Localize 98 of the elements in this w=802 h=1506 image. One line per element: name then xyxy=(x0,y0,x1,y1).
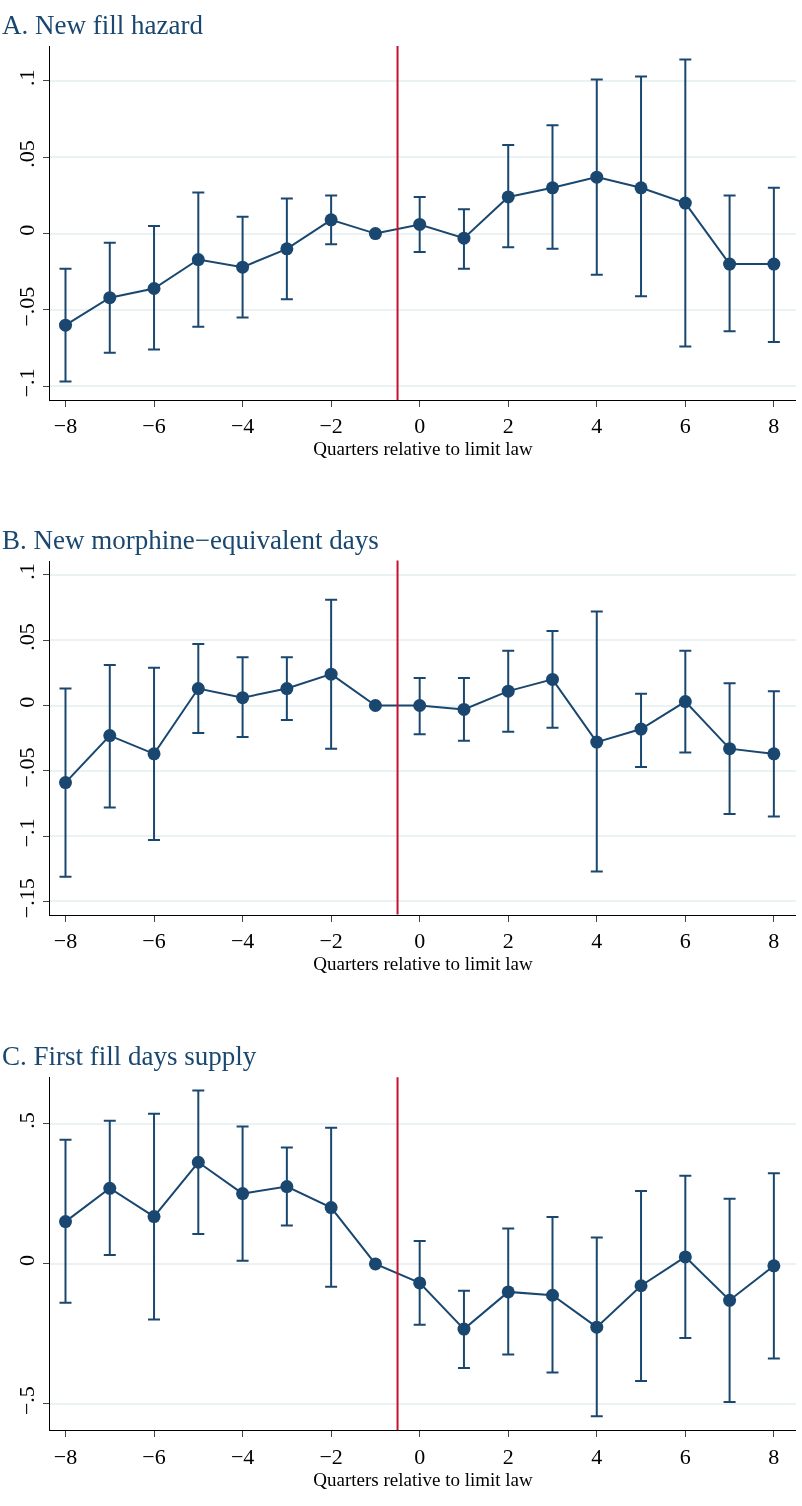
y-tick-label: .1 xyxy=(14,69,40,86)
point xyxy=(457,231,471,245)
y-tick-label: −.05 xyxy=(14,747,40,788)
point xyxy=(147,1210,161,1224)
point xyxy=(590,170,604,184)
x-tick-label: −8 xyxy=(53,1443,78,1469)
point xyxy=(546,672,559,686)
y-tick-label: −.5 xyxy=(14,1386,40,1416)
y-tick-label: .05 xyxy=(14,140,40,168)
point xyxy=(280,242,294,256)
x-axis-title: Quarters relative to limit law xyxy=(313,952,534,974)
chart-title: C. First fill days supply xyxy=(2,1041,257,1071)
point xyxy=(546,1288,559,1302)
y-tick-label: −.1 xyxy=(14,368,40,398)
point xyxy=(236,691,250,705)
x-tick-label: −6 xyxy=(142,1443,166,1469)
x-tick-label: 8 xyxy=(768,413,780,439)
x-tick-label: 0 xyxy=(414,927,426,953)
point xyxy=(368,227,382,241)
point xyxy=(103,291,117,305)
x-tick-label: 4 xyxy=(591,927,603,953)
x-tick-label: −2 xyxy=(319,1443,343,1469)
point xyxy=(767,1259,781,1273)
x-axis-title: Quarters relative to limit law xyxy=(313,1468,534,1490)
x-tick-label: −6 xyxy=(142,927,166,953)
point xyxy=(147,282,161,296)
point xyxy=(413,699,427,713)
point xyxy=(324,1201,338,1215)
point xyxy=(236,1187,250,1201)
x-tick-label: −8 xyxy=(53,927,78,953)
x-tick-label: −2 xyxy=(319,927,343,953)
x-tick-label: 0 xyxy=(414,1443,426,1469)
point xyxy=(368,699,382,713)
y-tick-label: .1 xyxy=(14,563,40,580)
point xyxy=(147,747,161,761)
point xyxy=(723,257,737,271)
point xyxy=(59,318,72,332)
point xyxy=(501,684,515,698)
point xyxy=(723,1293,737,1307)
x-tick-label: 4 xyxy=(591,413,603,439)
x-tick-label: −8 xyxy=(53,413,78,439)
point xyxy=(590,1320,604,1334)
y-tick-label: .05 xyxy=(14,623,40,651)
x-tick-label: 2 xyxy=(502,413,514,439)
point xyxy=(368,1257,382,1271)
point xyxy=(501,190,515,204)
point xyxy=(546,181,559,195)
point xyxy=(767,747,781,761)
y-tick-label: 0 xyxy=(14,224,40,236)
point xyxy=(634,181,648,195)
point xyxy=(191,682,205,696)
point xyxy=(191,1155,205,1169)
y-tick-label: 0 xyxy=(14,696,40,708)
x-tick-label: 6 xyxy=(679,1443,691,1469)
x-tick-label: 2 xyxy=(502,1443,514,1469)
point xyxy=(59,776,72,790)
chart-title: A. New fill hazard xyxy=(2,10,204,40)
point xyxy=(103,729,117,743)
point xyxy=(280,1180,294,1194)
x-axis-title: Quarters relative to limit law xyxy=(313,438,534,460)
x-tick-label: 4 xyxy=(591,1443,603,1469)
point xyxy=(236,260,250,274)
x-tick-label: −6 xyxy=(142,413,166,439)
x-tick-label: −2 xyxy=(319,413,343,439)
x-tick-label: −4 xyxy=(230,413,255,439)
x-tick-label: −4 xyxy=(230,1443,255,1469)
y-tick-label: −.15 xyxy=(14,878,40,919)
x-tick-label: 0 xyxy=(414,413,426,439)
point xyxy=(634,722,648,736)
point xyxy=(634,1279,648,1293)
x-tick-label: 8 xyxy=(768,927,780,953)
point xyxy=(678,695,692,709)
chart-title: B. New morphine−equivalent days xyxy=(2,525,379,555)
x-tick-label: 6 xyxy=(679,413,691,439)
point xyxy=(457,702,471,716)
point xyxy=(191,253,205,267)
point xyxy=(324,667,338,681)
point xyxy=(280,682,294,696)
y-tick-label: −.05 xyxy=(14,286,40,327)
point xyxy=(678,196,692,210)
point xyxy=(103,1181,117,1195)
x-tick-label: 8 xyxy=(768,1443,780,1469)
y-tick-label: −.1 xyxy=(14,818,40,848)
point xyxy=(59,1215,72,1229)
point xyxy=(767,257,781,271)
point xyxy=(413,217,427,231)
point xyxy=(590,735,604,749)
point xyxy=(678,1250,692,1264)
point xyxy=(413,1276,427,1290)
point xyxy=(324,213,338,227)
point xyxy=(501,1285,515,1299)
x-tick-label: 6 xyxy=(679,927,691,953)
x-tick-label: −4 xyxy=(230,927,255,953)
point xyxy=(457,1322,471,1336)
x-tick-label: 2 xyxy=(502,927,514,953)
y-tick-label: .5 xyxy=(14,1112,40,1129)
point xyxy=(723,742,737,756)
y-tick-label: 0 xyxy=(14,1255,40,1267)
